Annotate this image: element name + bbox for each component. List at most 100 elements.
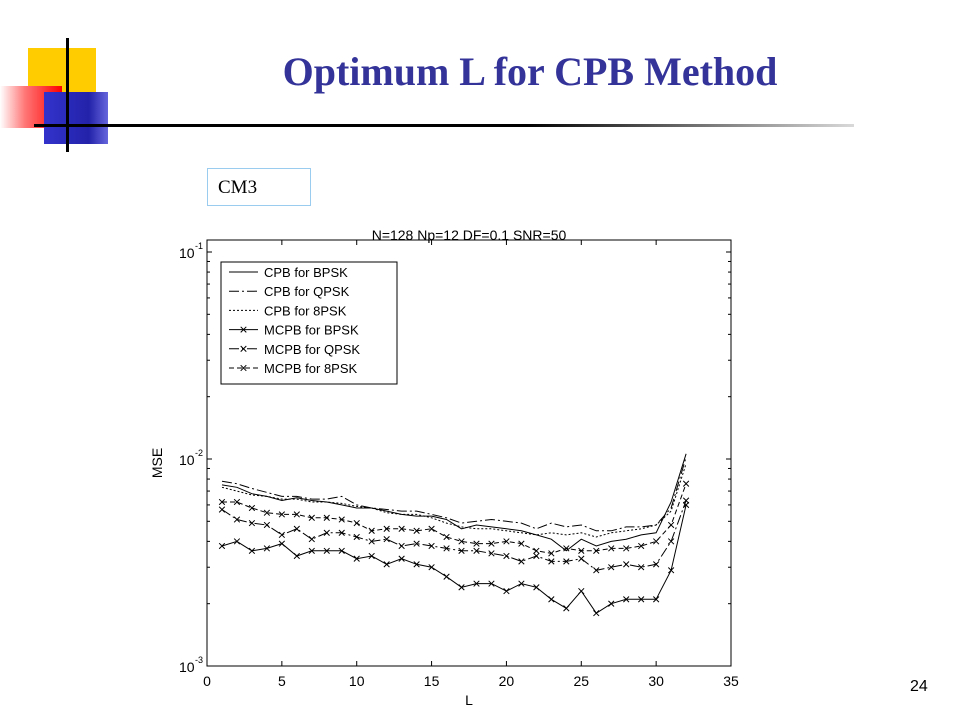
legend-label: CPB for 8PSK — [264, 303, 347, 318]
data-point-marker — [368, 538, 375, 545]
decor-horizontal-line — [34, 124, 854, 127]
data-point-marker — [413, 561, 420, 568]
data-point-marker — [353, 519, 360, 527]
data-point-marker — [233, 538, 241, 545]
data-point-marker — [548, 596, 555, 603]
data-point-marker — [503, 587, 510, 595]
data-point-marker — [218, 506, 226, 513]
data-point-marker — [218, 498, 226, 506]
data-point-marker — [383, 561, 390, 568]
data-point-marker — [233, 516, 241, 523]
data-point-marker — [263, 521, 271, 529]
data-point-marker — [233, 498, 241, 506]
legend: CPB for BPSK CPB for QPSK CPB for 8PSK MCPB… — [220, 261, 398, 385]
data-point-marker — [593, 610, 600, 617]
x-tick-label: 20 — [499, 673, 515, 689]
x-tick-label: 15 — [424, 673, 440, 689]
x-tick-label: 10 — [349, 673, 365, 689]
data-point-marker — [263, 509, 271, 516]
data-point-marker — [488, 550, 495, 557]
y-tick-label: 10 — [179, 659, 195, 675]
series-line-1 — [221, 457, 687, 532]
series-line-5 — [222, 483, 687, 554]
legend-label: MCPB for 8PSK — [264, 361, 358, 376]
data-point-marker — [293, 552, 300, 560]
decor-vertical-line — [66, 38, 69, 152]
data-point-marker — [518, 540, 525, 547]
data-point-marker — [623, 596, 630, 603]
data-point-marker — [652, 596, 660, 603]
data-point-marker — [473, 580, 480, 587]
data-point-marker — [458, 584, 465, 591]
data-point-marker — [428, 542, 435, 550]
data-point-marker — [248, 504, 256, 512]
data-point-marker — [488, 580, 495, 587]
data-point-marker — [428, 525, 435, 532]
data-point-marker — [458, 547, 465, 554]
y-tick-label: 10 — [179, 245, 195, 261]
data-point-marker — [578, 587, 585, 595]
data-point-marker — [293, 511, 300, 518]
y-tick-exponent: -2 — [195, 448, 203, 458]
series-line-4 — [221, 500, 687, 571]
data-point-marker — [667, 538, 675, 545]
data-point-marker — [413, 540, 420, 547]
data-point-marker — [308, 547, 315, 554]
data-point-marker — [248, 519, 256, 527]
data-point-marker — [667, 521, 675, 529]
data-point-marker — [533, 552, 540, 560]
data-point-marker — [368, 552, 375, 560]
data-point-marker — [308, 514, 315, 521]
data-point-marker — [278, 540, 286, 547]
data-point-marker — [218, 542, 226, 550]
data-point-marker — [518, 580, 525, 587]
x-tick-label: 5 — [278, 673, 286, 689]
channel-model-label: CM3 — [207, 168, 311, 206]
page-number: 24 — [910, 678, 928, 695]
x-axis-label: L — [465, 692, 473, 708]
data-point-marker — [263, 545, 271, 552]
x-tick-label: 35 — [723, 673, 739, 689]
data-point-marker — [398, 542, 405, 550]
legend-marker — [240, 326, 247, 333]
data-point-marker — [652, 561, 660, 568]
legend-box — [220, 261, 398, 385]
data-point-marker — [533, 584, 540, 591]
slide-title: Optimum L for CPB Method — [282, 49, 778, 94]
data-point-marker — [548, 550, 555, 557]
data-point-marker — [682, 497, 690, 504]
data-point-marker — [323, 547, 330, 554]
data-point-marker — [383, 536, 390, 543]
y-tick-exponent: -3 — [195, 655, 203, 665]
data-point-marker — [638, 564, 645, 571]
data-point-marker — [652, 538, 660, 545]
plot-area — [206, 239, 732, 667]
data-point-marker — [338, 516, 345, 523]
data-point-marker — [578, 547, 585, 554]
data-point-marker — [323, 514, 330, 521]
data-point-marker — [398, 525, 405, 532]
data-point-marker — [623, 561, 630, 568]
legend-label: MCPB for BPSK — [264, 323, 359, 338]
data-point-marker — [443, 545, 450, 552]
data-point-marker — [638, 542, 645, 550]
data-point-marker — [667, 567, 675, 574]
data-point-marker — [353, 555, 360, 562]
data-point-marker — [503, 552, 510, 560]
series-line-3 — [221, 504, 687, 614]
data-point-marker — [353, 533, 360, 541]
data-point-marker — [368, 527, 375, 534]
data-point-marker — [473, 547, 480, 554]
data-point-marker — [518, 558, 525, 565]
y-tick-exponent: -1 — [195, 241, 203, 251]
data-point-marker — [533, 547, 540, 554]
x-tick-label: 25 — [573, 673, 589, 689]
data-point-marker — [443, 533, 450, 541]
y-axis-label: MSE — [149, 448, 165, 478]
data-point-marker — [593, 547, 600, 554]
data-point-marker — [548, 558, 555, 565]
legend-marker — [240, 345, 247, 352]
data-point-marker — [293, 525, 300, 532]
data-point-marker — [443, 573, 450, 580]
